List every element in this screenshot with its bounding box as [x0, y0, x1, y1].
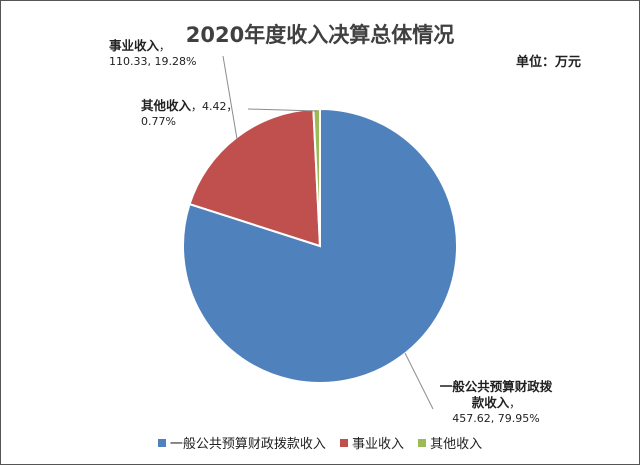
leader-line-shiye — [222, 55, 238, 140]
chart-title: 2020年度收入决算总体情况 — [185, 23, 455, 47]
legend-item-qita: 其他收入 — [418, 433, 482, 452]
legend-item-shiye: 事业收入 — [339, 433, 404, 452]
unit-label: 单位：万元 — [515, 55, 581, 70]
chart-legend: 一般公共预算财政拨款收入 事业收入 其他收入 — [1, 433, 639, 452]
data-label-shiye: 事业收入， 110.33, 19.28% — [109, 38, 197, 68]
leader-line-yiban — [404, 352, 434, 410]
data-label-qita: 其他收入，4.42， 0.77% — [141, 98, 238, 128]
legend-swatch — [418, 439, 427, 447]
pie-slice-qita — [312, 107, 321, 247]
legend-item-yiban: 一般公共预算财政拨款收入 — [157, 433, 326, 452]
legend-swatch — [339, 439, 348, 447]
legend-swatch — [157, 439, 166, 447]
data-label-yiban: 一般公共预算财政拨款收入， 457.62, 79.95% — [439, 379, 553, 425]
leader-line-qita — [247, 108, 318, 112]
